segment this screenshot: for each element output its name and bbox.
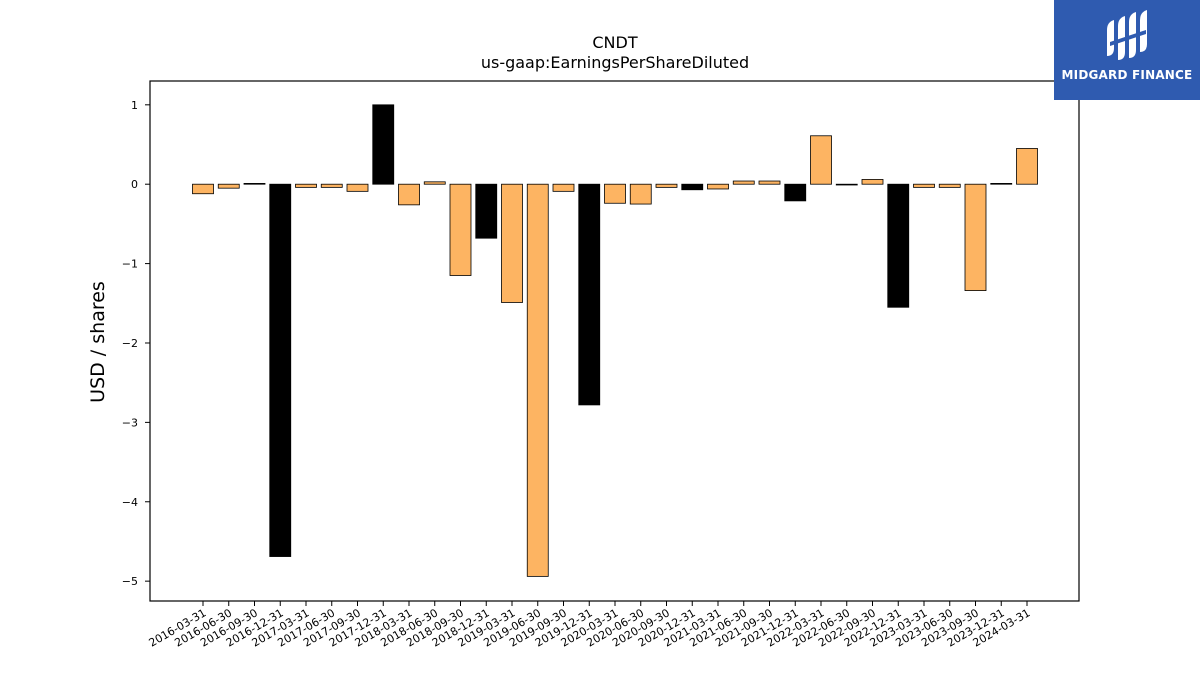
y-tick-label: −5 — [122, 575, 138, 588]
y-axis-label: USD / shares — [87, 281, 109, 403]
y-axis: 1 0 −1 −2 −3 −4 −5 — [122, 99, 150, 588]
bar-2021-09-30 — [758, 180, 781, 185]
y-tick-label: 1 — [131, 99, 138, 112]
bar-2016-03-31 — [192, 183, 214, 195]
bar-2016-12-31 — [269, 183, 292, 557]
bar-2019-06-30 — [526, 183, 549, 577]
bar-2016-06-30 — [217, 183, 240, 189]
bar-2019-09-30 — [552, 183, 575, 192]
y-tick-label: −2 — [122, 337, 138, 350]
bar-2019-12-31 — [578, 183, 601, 406]
bar-2020-09-30 — [655, 183, 678, 188]
bar-2023-06-30 — [938, 183, 961, 188]
bar-2021-03-31 — [707, 183, 729, 190]
bar-2022-03-31 — [810, 135, 832, 185]
bar-2017-09-30 — [346, 183, 369, 192]
bar-2020-06-30 — [629, 183, 652, 205]
plot-frame — [149, 80, 1080, 602]
bars-group — [192, 104, 1038, 577]
bar-2018-03-31 — [398, 183, 420, 206]
bar-2020-03-31 — [604, 183, 626, 204]
y-tick-label: −1 — [122, 258, 138, 271]
bar-2021-06-30 — [732, 180, 755, 185]
bar-2016-09-30 — [243, 183, 266, 185]
x-axis: 2016-03-312016-06-302016-09-302016-12-31… — [147, 601, 1033, 650]
midgard-logo-icon — [1107, 10, 1147, 60]
y-tick-label: 0 — [131, 178, 138, 191]
bar-2023-09-30 — [964, 183, 987, 291]
y-tick-label: −4 — [122, 496, 138, 509]
bar-2017-06-30 — [320, 183, 343, 188]
bar-2021-12-31 — [784, 183, 807, 202]
bar-2023-12-31 — [990, 183, 1013, 185]
bar-2019-03-31 — [501, 183, 523, 303]
bar-2018-06-30 — [423, 181, 446, 185]
chart-subtitle: us-gaap:EarningsPerShareDiluted — [481, 53, 749, 72]
bar-2017-03-31 — [295, 183, 317, 188]
bar-2020-12-31 — [681, 183, 704, 191]
bar-2018-12-31 — [475, 183, 498, 239]
brand-name: MIDGARD FINANCE — [1061, 68, 1193, 82]
bar-2022-12-31 — [887, 183, 910, 308]
bar-2024-03-31 — [1016, 148, 1038, 185]
bar-2022-06-30 — [835, 183, 858, 186]
bar-2023-03-31 — [913, 183, 935, 188]
chart-title: CNDT — [592, 33, 637, 52]
y-tick-label: −3 — [122, 416, 138, 429]
bar-2018-09-30 — [449, 183, 472, 276]
bar-2022-09-30 — [861, 179, 884, 185]
brand-logo: MIDGARD FINANCE — [1054, 0, 1200, 100]
bar-2017-12-31 — [372, 104, 395, 185]
